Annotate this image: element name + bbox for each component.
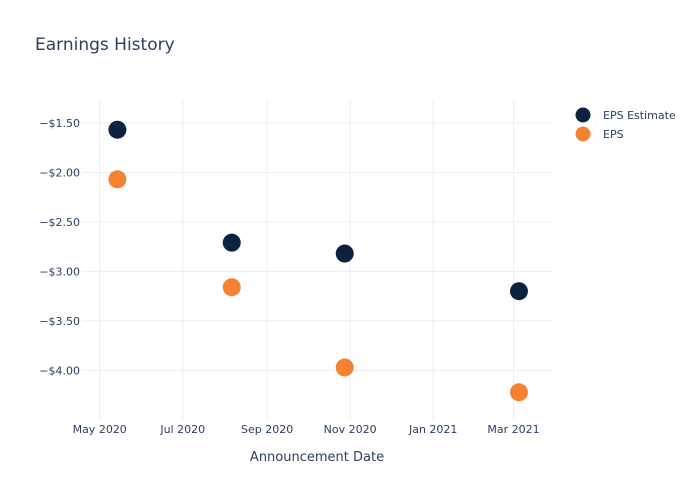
legend-marker[interactable] (575, 126, 591, 142)
y-tick-label: −$4.00 (39, 364, 80, 377)
x-axis-title: Announcement Date (250, 450, 384, 465)
y-tick-label: −$3.50 (39, 315, 80, 328)
eps-point[interactable] (222, 278, 241, 297)
y-gridlines (82, 122, 553, 371)
x-tick-label: Mar 2021 (487, 423, 539, 436)
x-gridlines (99, 100, 515, 420)
chart-title: Earnings History (35, 35, 175, 55)
y-tick-labels: −$1.50 −$2.00 −$2.50 −$3.00 −$3.50 −$4.00 (39, 117, 80, 378)
y-tick-label: −$2.00 (39, 166, 80, 179)
x-tick-label: Jan 2021 (408, 423, 457, 436)
y-tick-label: −$2.50 (39, 216, 80, 229)
eps-estimate-point[interactable] (335, 244, 354, 263)
x-tick-label: Jul 2020 (159, 423, 205, 436)
eps-point[interactable] (108, 170, 127, 189)
legend-label[interactable]: EPS Estimate (603, 109, 676, 122)
eps-estimate-point[interactable] (108, 120, 127, 139)
eps-estimate-point[interactable] (509, 282, 528, 301)
legend-marker[interactable] (575, 107, 591, 123)
x-tick-label: May 2020 (73, 423, 127, 436)
x-tick-labels: May 2020 Jul 2020 Sep 2020 Nov 2020 Jan 2021… (73, 423, 540, 436)
data-points (108, 120, 528, 402)
x-tick-label: Nov 2020 (324, 423, 377, 436)
eps-point[interactable] (335, 358, 354, 377)
y-tick-label: −$3.00 (39, 265, 80, 278)
x-tick-label: Sep 2020 (241, 423, 293, 436)
eps-estimate-point[interactable] (222, 233, 241, 252)
legend: EPS Estimate EPS (575, 107, 676, 142)
eps-point[interactable] (509, 383, 528, 402)
legend-label[interactable]: EPS (603, 128, 624, 141)
y-tick-label: −$1.50 (39, 117, 80, 130)
